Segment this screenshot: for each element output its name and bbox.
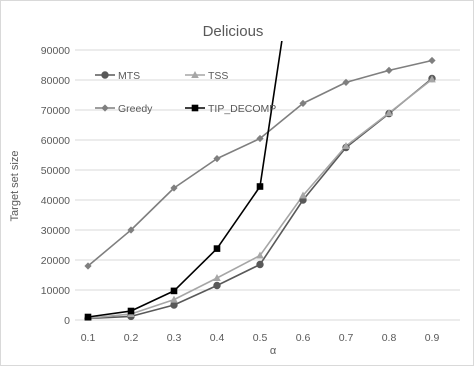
legend-marker [101,104,109,112]
y-tick-label: 80000 [41,75,70,87]
legend-marker [191,71,199,78]
data-point-mts [256,260,264,269]
x-tick-label: 0.7 [339,332,354,344]
data-point-tip-decomp [256,183,264,190]
y-tick-label: 70000 [41,105,70,117]
y-tick-label: 60000 [41,135,70,147]
data-point-mts [213,281,221,290]
legend-marker [101,71,109,79]
data-point-tip-decomp [84,313,92,321]
data-point-mts [170,301,178,309]
data-point-greedy [256,134,264,143]
data-point-tip-decomp [213,245,221,252]
data-point-tip-decomp [170,287,178,295]
data-point-greedy [385,66,393,74]
x-tick-label: 0.5 [253,332,268,344]
legend-item-tss: TSS [185,70,228,82]
data-point-tss [342,142,350,149]
legend-item-tip-decomp: TIP_DECOMP [185,103,276,115]
legend-item-greedy: Greedy [95,103,153,115]
x-tick-label: 0.9 [425,332,440,344]
data-point-greedy [84,262,92,270]
data-point-greedy [213,155,221,163]
series-markers [84,56,436,321]
data-point-greedy [299,99,307,107]
data-point-tip-decomp [127,307,135,315]
chart-title: Delicious [203,23,264,40]
data-point-tss [299,191,307,199]
series-line-tss [87,78,433,319]
x-tick-label: 0.1 [81,332,96,344]
data-point-greedy [127,226,135,234]
data-point-greedy [428,56,436,65]
x-axis-ticks: 0.1 0.2 0.3 0.4 0.5 0.6 0.7 0.8 0.9 [81,332,440,344]
data-point-tss [213,274,221,281]
legend-label: Greedy [118,103,153,115]
y-axis-ticks: 0 10000 20000 30000 40000 50000 60000 70000 8000… [41,45,70,327]
y-tick-label: 30000 [41,225,70,237]
legend-label: TSS [208,70,228,82]
x-tick-label: 0.2 [124,332,139,344]
y-tick-label: 0 [64,315,70,327]
series-line-tip-decomp [87,41,283,318]
x-tick-label: 0.4 [210,332,225,344]
legend-marker [191,104,199,112]
legend-label: TIP_DECOMP [208,103,276,115]
legend-item-mts: MTS [95,70,140,82]
y-tick-label: 40000 [41,195,70,207]
data-point-tss [256,251,264,259]
x-axis-title: α [270,345,277,357]
data-point-greedy [342,78,350,86]
y-tick-label: 20000 [41,255,70,267]
y-tick-label: 50000 [41,165,70,177]
legend-label: MTS [118,70,140,82]
y-axis-title: Target set size [9,151,21,222]
series-lines [87,41,433,320]
y-tick-label: 90000 [41,45,70,57]
y-tick-label: 10000 [41,285,70,297]
x-tick-label: 0.6 [296,332,311,344]
data-point-tss [170,295,178,303]
x-tick-label: 0.3 [167,332,182,344]
x-tick-label: 0.8 [382,332,397,344]
data-point-greedy [170,184,178,192]
series-line-greedy [87,59,433,267]
gridlines [75,49,460,321]
data-point-tss [428,75,436,83]
data-point-tss [385,109,393,116]
legend: MTS TSS Greedy TIP_DECOMP [95,70,276,115]
